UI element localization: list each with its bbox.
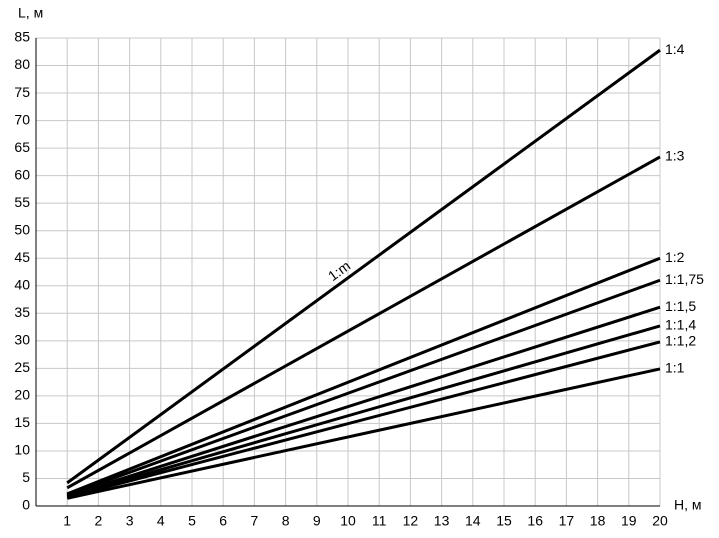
x-tick-label: 15 bbox=[496, 513, 512, 529]
series-label: 1:4 bbox=[665, 41, 685, 57]
series-label: 1:2 bbox=[665, 249, 685, 265]
series-line bbox=[66, 278, 661, 497]
y-axis-label: L, м bbox=[18, 5, 43, 21]
y-tick-label: 5 bbox=[22, 469, 30, 485]
x-tick-label: 16 bbox=[527, 513, 543, 529]
x-tick-label: 14 bbox=[465, 513, 481, 529]
x-tick-label: 6 bbox=[219, 513, 227, 529]
series-label: 1:1,2 bbox=[665, 333, 696, 349]
series-line bbox=[66, 324, 661, 499]
y-tick-label: 15 bbox=[14, 414, 30, 430]
y-tick-label: 75 bbox=[14, 84, 30, 100]
x-tick-label: 3 bbox=[126, 513, 134, 529]
x-tick-label: 9 bbox=[313, 513, 321, 529]
y-tick-label: 80 bbox=[14, 56, 30, 72]
x-axis-label: H, м bbox=[674, 497, 702, 513]
y-tick-label: 60 bbox=[14, 166, 30, 182]
series-label: 1:1,75 bbox=[665, 271, 704, 287]
series-label: 1:1 bbox=[665, 360, 685, 376]
y-tick-label: 55 bbox=[14, 194, 30, 210]
y-tick-label: 45 bbox=[14, 249, 30, 265]
series-line bbox=[66, 367, 661, 500]
series-line bbox=[66, 48, 661, 485]
x-tick-label: 5 bbox=[188, 513, 196, 529]
x-tick-label: 2 bbox=[95, 513, 103, 529]
series-label: 1:3 bbox=[665, 148, 685, 164]
y-tick-label: 20 bbox=[14, 387, 30, 403]
x-tick-label: 19 bbox=[621, 513, 637, 529]
x-tick-label: 7 bbox=[251, 513, 259, 529]
x-tick-label: 13 bbox=[434, 513, 450, 529]
series-line bbox=[66, 155, 661, 490]
y-tick-label: 70 bbox=[14, 111, 30, 127]
x-tick-label: 20 bbox=[652, 513, 668, 529]
x-tick-label: 4 bbox=[157, 513, 165, 529]
x-tick-label: 1 bbox=[63, 513, 71, 529]
series-label: 1:1,4 bbox=[665, 317, 696, 333]
y-tick-label: 10 bbox=[14, 442, 30, 458]
series-line bbox=[66, 256, 661, 496]
x-tick-label: 12 bbox=[403, 513, 419, 529]
y-tick-label: 40 bbox=[14, 276, 30, 292]
y-tick-label: 85 bbox=[14, 29, 30, 45]
series-label: 1:1,5 bbox=[665, 298, 696, 314]
y-tick-label: 65 bbox=[14, 139, 30, 155]
y-tick-label: 0 bbox=[22, 497, 30, 513]
x-tick-label: 8 bbox=[282, 513, 290, 529]
annotation: 1:m bbox=[325, 257, 353, 284]
x-tick-label: 11 bbox=[372, 513, 387, 529]
y-tick-label: 50 bbox=[14, 221, 30, 237]
y-tick-label: 25 bbox=[14, 359, 30, 375]
y-tick-label: 35 bbox=[14, 304, 30, 320]
y-tick-label: 30 bbox=[14, 332, 30, 348]
series-line bbox=[66, 305, 661, 498]
x-tick-label: 18 bbox=[590, 513, 606, 529]
x-tick-label: 10 bbox=[340, 513, 356, 529]
x-tick-label: 17 bbox=[559, 513, 575, 529]
series-line bbox=[66, 340, 661, 499]
